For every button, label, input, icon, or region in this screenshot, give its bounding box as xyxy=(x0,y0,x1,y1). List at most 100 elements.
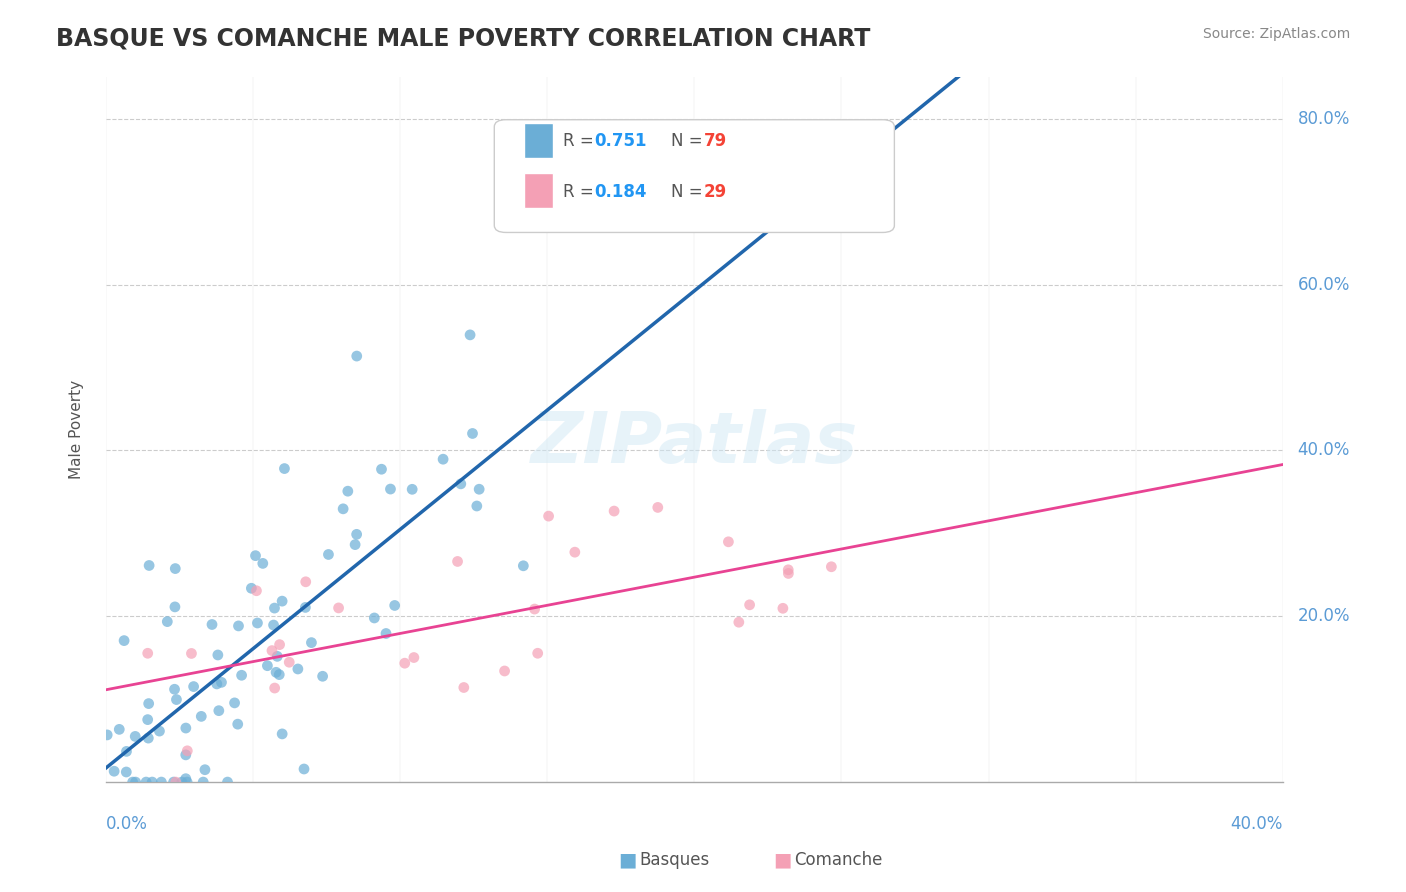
Basques xyxy=(96,728,118,742)
Text: Comanche: Comanche xyxy=(794,851,883,869)
Basques xyxy=(266,649,288,664)
Basques xyxy=(401,483,423,497)
Basques xyxy=(271,594,294,608)
Basques xyxy=(176,775,198,789)
Comanche xyxy=(603,504,626,518)
Basques xyxy=(165,561,187,575)
Basques xyxy=(205,677,228,691)
Basques xyxy=(115,744,138,758)
Text: Source: ZipAtlas.com: Source: ZipAtlas.com xyxy=(1202,27,1350,41)
Basques xyxy=(163,599,186,614)
Basques xyxy=(194,763,217,777)
Basques xyxy=(380,482,402,496)
Comanche xyxy=(727,615,749,630)
Basques xyxy=(287,662,309,676)
Comanche xyxy=(260,643,283,657)
Comanche xyxy=(446,554,468,568)
Basques xyxy=(115,764,138,779)
Basques xyxy=(207,648,229,662)
Basques xyxy=(346,349,368,363)
Text: N =: N = xyxy=(671,183,707,201)
Basques xyxy=(156,615,179,629)
Basques xyxy=(231,668,253,682)
Text: 0.184: 0.184 xyxy=(595,183,647,201)
Comanche xyxy=(778,566,800,581)
Basques xyxy=(370,462,392,476)
Basques xyxy=(208,704,231,718)
Basques xyxy=(465,499,488,513)
Comanche xyxy=(537,509,560,524)
Comanche xyxy=(772,601,794,615)
Basques xyxy=(375,626,398,640)
Basques xyxy=(141,775,163,789)
Comanche xyxy=(165,775,187,789)
Text: N =: N = xyxy=(671,132,707,150)
Comanche xyxy=(394,656,416,670)
Basques xyxy=(103,764,125,779)
Basques xyxy=(135,775,157,789)
Comanche xyxy=(269,638,291,652)
Basques xyxy=(162,775,184,789)
Text: 29: 29 xyxy=(704,183,727,201)
Basques xyxy=(217,775,239,789)
Basques xyxy=(148,724,170,739)
Basques xyxy=(294,600,316,615)
Basques xyxy=(512,558,534,573)
Comanche xyxy=(294,574,316,589)
Text: R =: R = xyxy=(562,183,599,201)
Text: 79: 79 xyxy=(704,132,727,150)
Basques xyxy=(124,730,146,744)
Basques xyxy=(224,696,246,710)
Comanche xyxy=(523,602,546,616)
Basques xyxy=(450,476,472,491)
Text: ■: ■ xyxy=(773,850,792,869)
Comanche xyxy=(564,545,586,559)
Basques xyxy=(332,501,354,516)
Basques xyxy=(138,558,160,573)
Basques xyxy=(346,527,368,541)
FancyBboxPatch shape xyxy=(495,120,894,233)
Basques xyxy=(112,633,135,648)
Comanche xyxy=(278,655,301,669)
Basques xyxy=(226,717,249,731)
Basques xyxy=(108,723,131,737)
Comanche xyxy=(820,559,842,574)
Comanche xyxy=(738,598,761,612)
Basques xyxy=(163,682,186,697)
Basques xyxy=(246,615,269,630)
Text: 20.0%: 20.0% xyxy=(1298,607,1350,625)
Text: Basques: Basques xyxy=(640,851,710,869)
Comanche xyxy=(136,646,159,660)
Comanche xyxy=(494,664,516,678)
Basques xyxy=(240,581,263,595)
Basques xyxy=(269,667,291,681)
Basques xyxy=(344,538,367,552)
Text: ■: ■ xyxy=(619,850,637,869)
Basques xyxy=(458,327,481,342)
Basques xyxy=(252,557,274,571)
Comanche xyxy=(647,500,669,515)
Comanche xyxy=(245,583,267,598)
Bar xyxy=(523,172,553,208)
Basques xyxy=(124,775,146,789)
Text: R =: R = xyxy=(562,132,599,150)
Basques xyxy=(193,775,215,789)
Basques xyxy=(150,775,173,789)
Text: 60.0%: 60.0% xyxy=(1298,276,1350,293)
Text: BASQUE VS COMANCHE MALE POVERTY CORRELATION CHART: BASQUE VS COMANCHE MALE POVERTY CORRELAT… xyxy=(56,27,870,51)
Comanche xyxy=(176,744,198,758)
Comanche xyxy=(263,681,285,695)
Basques xyxy=(211,675,233,690)
Comanche xyxy=(717,534,740,549)
Comanche xyxy=(180,647,202,661)
Basques xyxy=(301,635,323,649)
Basques xyxy=(263,618,285,632)
Basques xyxy=(271,727,294,741)
Basques xyxy=(461,426,484,441)
Basques xyxy=(174,772,197,786)
Basques xyxy=(263,601,285,615)
Basques xyxy=(174,721,197,735)
Basques xyxy=(292,762,315,776)
Text: ZIPatlas: ZIPatlas xyxy=(530,409,858,478)
Comanche xyxy=(402,650,425,665)
